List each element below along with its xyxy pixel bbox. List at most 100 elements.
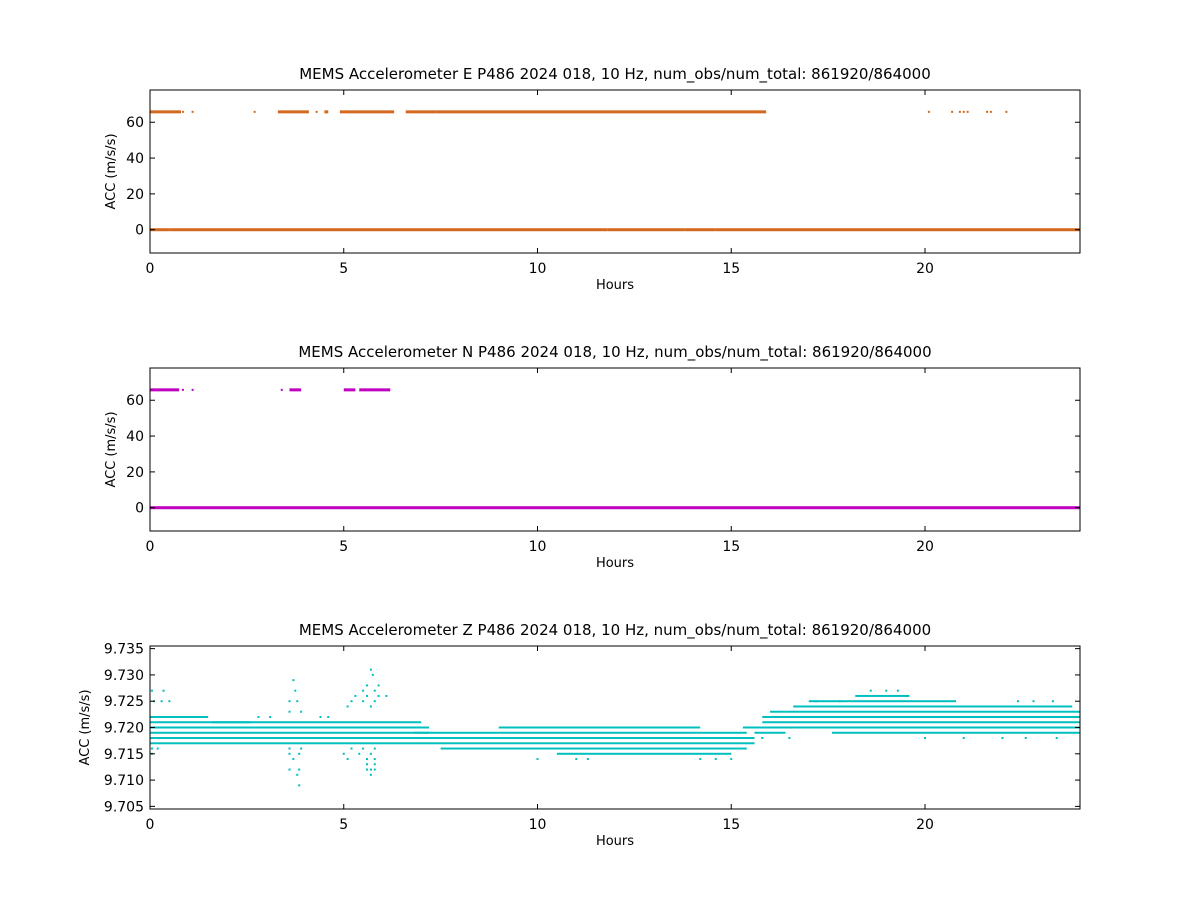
data-point [714,758,717,761]
data-point [1017,700,1019,703]
data-point [838,700,841,703]
y-tick-label: 9.710 [104,773,144,789]
data-point [1032,700,1035,703]
y-tick-label: 60 [126,115,144,131]
data-point [292,679,295,682]
data-band [150,742,429,745]
data-point [989,110,992,113]
x-tick-label: 5 [339,539,348,555]
data-point [298,752,301,755]
data-point [369,705,372,708]
x-tick-label: 0 [146,261,155,277]
data-point [156,747,159,750]
data-band [150,715,209,718]
y-tick-label: 9.720 [104,721,144,737]
x-tick-label: 10 [529,539,547,555]
data-band [684,228,716,232]
data-band [832,731,1080,734]
data-point [373,758,376,761]
data-point [288,752,291,755]
data-point [160,700,163,703]
data-point [168,700,171,703]
data-band [413,731,747,734]
data-point [1051,700,1054,703]
data-point [788,737,791,740]
plot-frame [149,89,1081,254]
x-tick-label: 20 [916,539,934,555]
data-point [1005,110,1008,113]
y-axis-label: ACC (m/s/s) [104,133,119,209]
data-point [699,758,702,761]
data-point [924,737,926,740]
chart-title: MEMS Accelerometer N P486 2024 018, 10 H… [298,343,931,362]
data-point [966,110,969,113]
data-point [181,110,184,113]
data-band [343,388,356,392]
data-point [761,737,764,740]
data-point [319,715,322,718]
data-point [373,768,376,771]
data-point [369,773,372,776]
data-point [815,700,818,703]
data-point [288,710,291,713]
x-axis-label: Hours [596,834,634,849]
data-point [377,694,380,697]
data-point [288,747,291,750]
data-point [586,758,589,761]
data-point [162,689,165,692]
y-tick-label: 0 [135,223,144,239]
data-point [358,752,361,755]
data-point [575,758,578,761]
data-band [324,110,329,114]
data-point [366,768,368,771]
x-tick-label: 15 [722,539,740,555]
data-band [855,694,910,697]
data-band [808,700,956,703]
y-tick-label: 20 [126,187,144,203]
data-point [958,110,961,113]
y-tick-label: 9.735 [104,642,144,658]
data-band [739,228,1080,232]
x-tick-label: 15 [722,261,740,277]
y-tick-label: 9.705 [104,799,144,815]
data-band [150,388,180,392]
data-point [369,668,372,671]
chart-title: MEMS Accelerometer E P486 2024 018, 10 H… [299,65,931,84]
x-tick-label: 5 [339,817,348,833]
data-point [362,700,365,703]
data-point [150,689,153,692]
x-tick-label: 15 [722,817,740,833]
data-point [191,388,194,391]
data-point [300,747,303,750]
data-point [896,689,899,692]
y-tick-label: 9.730 [104,668,144,684]
data-point [366,684,368,687]
chart-panel-3: 0 5 10 15 20 9.705 9.710 9.715 9.720 9.725 9.730 9.… [78,621,1081,849]
data-point [369,752,372,755]
y-tick-label: 60 [126,393,144,409]
data-point [315,110,318,113]
y-tick-label: 9.715 [104,747,144,763]
data-band [762,721,1080,724]
data-band [440,747,747,750]
data-band [150,228,170,232]
data-point [292,758,295,761]
series-marks [150,668,1080,787]
data-band [150,110,181,114]
x-axis-label: Hours [596,278,634,293]
data-point [342,752,345,755]
series-marks [150,388,1080,510]
data-point [253,110,256,113]
data-point [298,784,301,787]
x-tick-label: 20 [916,261,934,277]
data-band [793,705,1073,708]
data-band [770,710,1080,713]
data-band [359,388,391,392]
data-point [536,758,539,761]
data-point [150,747,153,750]
chart-panel-1: 0 5 10 15 20 0 20 40 60 MEMS Accelerometer E P486… [104,65,1081,293]
data-point [350,700,353,703]
x-tick-label: 0 [146,817,155,833]
data-point [181,388,184,391]
data-point [869,689,872,692]
